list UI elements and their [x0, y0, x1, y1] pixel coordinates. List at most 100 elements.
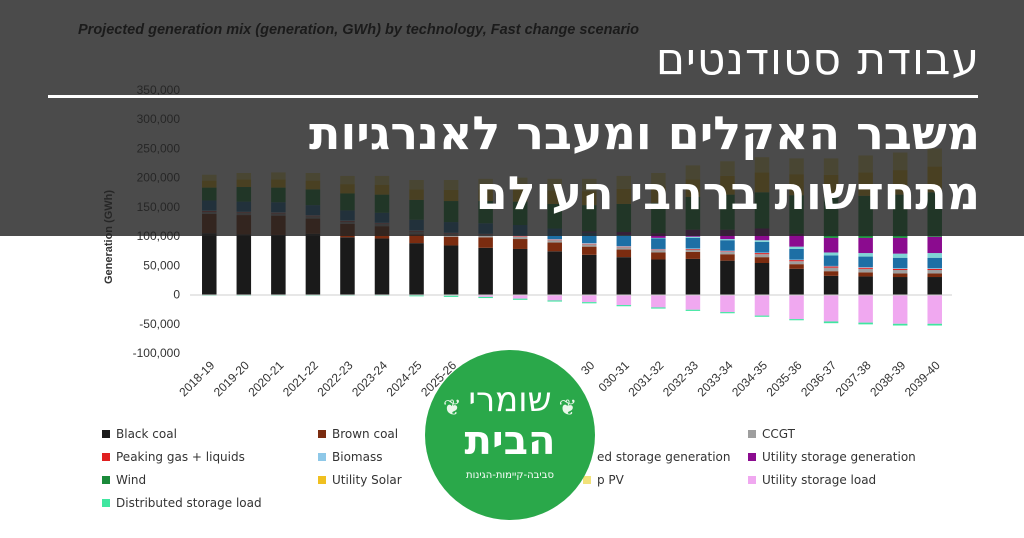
- legend-label: Utility storage generation: [762, 450, 916, 464]
- bar-segment: [858, 256, 873, 268]
- bar-segment: [547, 240, 562, 243]
- bar-segment: [651, 252, 666, 260]
- bar-segment: [927, 277, 942, 295]
- bar-segment: [892, 268, 908, 269]
- bar-segment: [823, 321, 839, 324]
- bar-segment: [616, 235, 632, 247]
- bar-segment: [720, 260, 735, 295]
- bar-segment: [789, 260, 804, 262]
- legend-swatch: [102, 476, 110, 484]
- bar-segment: [858, 237, 873, 254]
- bar-segment: [720, 239, 735, 241]
- bar-segment: [892, 237, 908, 254]
- bar-segment: [616, 294, 632, 306]
- bar-segment: [651, 249, 666, 251]
- bar-segment: [374, 238, 390, 295]
- bar-segment: [892, 294, 908, 324]
- bar-segment: [927, 294, 942, 324]
- bar-segment: [823, 267, 839, 272]
- bar-segment: [858, 268, 873, 273]
- legend-swatch: [318, 476, 326, 484]
- legend-label: Distributed storage load: [116, 496, 262, 510]
- banner-subtitle: עבודת סטודנטים: [655, 34, 980, 85]
- legend-swatch: [102, 453, 110, 461]
- legend-swatch: [318, 430, 326, 438]
- bar-segment: [651, 238, 666, 249]
- legend-label: Utility Solar: [332, 473, 402, 487]
- bar-segment: [927, 270, 942, 274]
- bar-segment: [754, 252, 770, 254]
- bar-segment: [858, 276, 873, 295]
- bar-segment: [478, 247, 493, 295]
- bar-segment: [685, 249, 701, 252]
- bar-segment: [651, 294, 666, 308]
- bar-segment: [754, 315, 770, 317]
- bar-segment: [858, 267, 873, 269]
- bar-segment: [685, 258, 701, 295]
- bar-segment: [685, 294, 701, 310]
- legend-label: CCGT: [762, 427, 796, 441]
- logo-text-line2: הבית: [464, 418, 556, 464]
- bar-segment: [582, 243, 597, 244]
- wheat-right-icon: ❦: [558, 396, 577, 421]
- bar-segment: [892, 277, 908, 295]
- legend-swatch: [748, 476, 756, 484]
- bar-segment: [582, 302, 597, 304]
- bar-segment: [754, 253, 770, 255]
- bar-segment: [754, 257, 770, 263]
- bar-segment: [789, 261, 804, 265]
- bar-segment: [720, 251, 735, 255]
- bar-segment: [927, 236, 942, 254]
- banner-overlay: [0, 0, 1024, 236]
- bar-segment: [823, 271, 839, 276]
- bar-segment: [582, 243, 597, 245]
- legend-label: Black coal: [116, 427, 177, 441]
- bar-segment: [685, 248, 701, 250]
- bar-segment: [823, 252, 839, 256]
- bar-segment: [547, 239, 562, 240]
- bar-segment: [927, 257, 942, 269]
- bar-segment: [478, 294, 493, 297]
- bar-segment: [754, 241, 770, 253]
- legend-label: Wind: [116, 473, 146, 487]
- chart-title: Projected generation mix (generation, GW…: [78, 22, 640, 38]
- bar-segment: [478, 234, 493, 238]
- bar-segment: [789, 268, 804, 295]
- bar-segment: [720, 251, 735, 252]
- bar-segment: [547, 251, 562, 295]
- legend-swatch: [318, 453, 326, 461]
- legend-swatch: [583, 476, 591, 484]
- bar-segment: [754, 254, 770, 258]
- bar-segment: [789, 264, 804, 269]
- bar-segment: [616, 246, 632, 248]
- bar-segment: [616, 305, 632, 307]
- bar-segment: [409, 243, 424, 295]
- bar-segment: [512, 239, 528, 249]
- bar-segment: [789, 246, 804, 249]
- bar-segment: [927, 268, 942, 269]
- bar-segment: [236, 234, 252, 295]
- bar-segment: [616, 249, 632, 258]
- bar-segment: [616, 247, 632, 250]
- bar-segment: [409, 234, 424, 244]
- bar-segment: [547, 300, 562, 302]
- bar-segment: [582, 232, 597, 244]
- bar-segment: [582, 294, 597, 303]
- bar-segment: [685, 309, 701, 311]
- bar-segment: [512, 236, 528, 237]
- y-tick-label: -50,000: [139, 317, 180, 331]
- y-tick-label: 50,000: [143, 258, 180, 272]
- shomrei-habayit-logo: ❦ ❦ שומרי הבית סביבה-קיימות-הגינות: [425, 350, 595, 520]
- bar-segment: [754, 240, 770, 242]
- bar-segment: [927, 273, 942, 278]
- bar-segment: [685, 251, 701, 259]
- bar-segment: [409, 295, 424, 297]
- bar-segment: [616, 257, 632, 295]
- bar-segment: [512, 294, 528, 299]
- bar-segment: [789, 248, 804, 260]
- bar-segment: [892, 270, 908, 274]
- bar-segment: [582, 254, 597, 295]
- bar-segment: [443, 245, 459, 295]
- bar-segment: [582, 246, 597, 255]
- bar-segment: [720, 312, 735, 314]
